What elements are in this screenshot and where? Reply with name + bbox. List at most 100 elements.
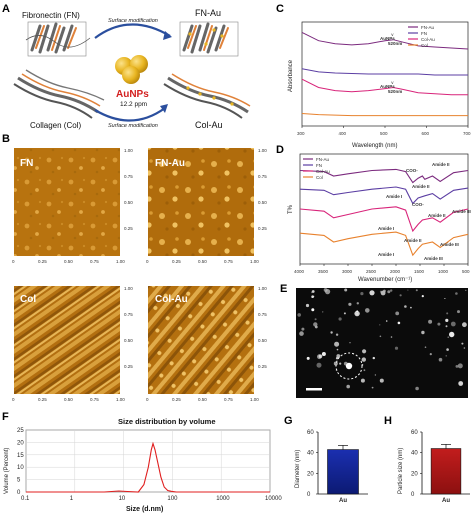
afm-tick-labels: 0 0.25 0.50 0.75 1.00 1.00 0.75 0.50 0.25 0 0.25 0.… <box>12 148 267 402</box>
tem-particle <box>371 386 374 389</box>
ftir-annotation: Amide II <box>404 238 422 243</box>
afm-xtick: 1.00 <box>250 397 259 402</box>
tem-particle <box>305 303 310 308</box>
uv-vis-chart: Absorbance Wavelength (nm) 300 400 500 600 7… <box>288 21 471 149</box>
tem-particle <box>447 336 449 338</box>
afm-label-fn: FN <box>20 158 33 169</box>
uv-vis-series-line <box>301 113 468 117</box>
dls-title: Size distribution by volume <box>118 417 216 426</box>
diameter-ytick-label: 0 <box>307 492 311 498</box>
tem-particle <box>450 321 456 327</box>
tem-particle <box>404 305 407 308</box>
arrowhead-top <box>163 31 172 40</box>
tem-particle-highlighted <box>345 362 353 370</box>
tem-particle <box>446 348 449 351</box>
tem-particle <box>354 310 360 317</box>
panel-label-f: F <box>2 411 9 423</box>
tem-particle <box>311 295 314 299</box>
afm-ytick: 1.00 <box>124 148 133 153</box>
afm-xtick: 0.25 <box>172 397 181 402</box>
dls-ytick-label: 0 <box>17 490 21 496</box>
tem-particle <box>390 289 393 292</box>
particle-size-ylabel: Particle size (nm) <box>398 448 404 494</box>
tem-particle <box>369 290 375 296</box>
tem-particle <box>462 322 467 328</box>
uv-vis-peak-marker: v <box>391 32 394 37</box>
ftir-annotation: Amide III <box>424 256 443 261</box>
ftir-annotation: Amide II <box>432 162 450 167</box>
afm-ytick: 0.50 <box>124 338 133 343</box>
dls-ytick-label: 20 <box>17 440 24 446</box>
particle-size-category-label: Au <box>442 498 450 504</box>
afm-xtick: 0 <box>146 397 149 402</box>
afm-xtick: 0.50 <box>198 397 207 402</box>
tem-particle <box>314 318 317 321</box>
tem-particle <box>321 352 326 356</box>
tem-particle <box>343 312 346 315</box>
ftir-annotation: Amide III <box>440 242 459 247</box>
afm-xtick: 0.50 <box>198 259 207 264</box>
uv-vis-annotation: AuNPs <box>380 84 395 89</box>
uv-vis-series-line <box>301 68 468 76</box>
dls-chart: Size distribution by volume Volume (Perc… <box>4 417 282 513</box>
afm-ytick: 1.00 <box>258 148 267 153</box>
afm-xtick: 1.00 <box>116 397 125 402</box>
tem-particle <box>356 302 359 305</box>
uv-vis-legend-item: Col <box>421 43 428 48</box>
aunps-icon <box>115 55 148 84</box>
tem-particle <box>316 362 322 368</box>
surface-mod-top-label: Surface modification <box>108 18 158 24</box>
ftir-xtick-label: 2500 <box>366 269 377 274</box>
particle-size-ytick-label: 60 <box>411 430 418 436</box>
afm-ytick: 0.25 <box>124 226 133 231</box>
ftir-legend-item: FN-Au <box>316 157 329 162</box>
diameter-ytick-label: 60 <box>307 430 314 436</box>
diameter-bar-chart: Diameter (nm) 0 20 40 60 Au <box>295 430 368 504</box>
dls-ylabel: Volume (Percent) <box>4 448 10 494</box>
col-au-illustration <box>163 73 251 119</box>
afm-image-col <box>14 286 120 394</box>
ftir-xlabel: Wavenumber (cm⁻¹) <box>358 277 412 283</box>
afm-ytick: 0.25 <box>258 364 267 369</box>
tem-particle <box>323 288 328 292</box>
afm-image-fn-au <box>148 148 254 256</box>
ftir-series-line <box>299 231 469 257</box>
ftir-series-line <box>299 168 469 184</box>
ftir-annotation: Amide I <box>378 252 394 257</box>
tem-particle <box>458 381 464 386</box>
tem-particle <box>463 347 466 349</box>
tem-particle <box>306 356 310 360</box>
tem-particle <box>437 322 441 326</box>
dls-xtick-label: 1000 <box>216 496 230 502</box>
afm-xtick: 0.75 <box>224 397 233 402</box>
tem-particle <box>424 346 427 349</box>
tem-particle <box>339 362 342 365</box>
dls-ytick-label: 10 <box>17 465 24 471</box>
uv-vis-xtick-label: 600 <box>422 131 430 136</box>
tem-particle <box>407 289 409 291</box>
afm-xtick: 0.75 <box>90 259 99 264</box>
tem-particle <box>365 308 370 313</box>
scale-bar <box>306 388 322 391</box>
tem-particle <box>297 313 302 317</box>
afm-xtick: 0.75 <box>224 259 233 264</box>
panel-label-b: B <box>2 133 10 145</box>
tem-particle <box>385 320 388 322</box>
afm-ytick: 0.75 <box>124 174 133 179</box>
uv-vis-series-line <box>301 78 468 96</box>
tem-particle <box>360 292 364 296</box>
arrow-bottom <box>94 107 166 122</box>
tem-particle <box>346 384 351 389</box>
ftir-annotation: Amide I <box>386 194 402 199</box>
tem-particle <box>421 330 425 335</box>
tem-highlight-circle <box>335 352 363 380</box>
uv-vis-xtick-label: 400 <box>339 131 347 136</box>
ftir-series-line <box>299 206 469 233</box>
tem-particle <box>336 354 341 358</box>
tem-particle <box>379 378 384 383</box>
tem-image <box>296 288 468 398</box>
dls-xtick-label: 10 <box>119 496 126 502</box>
particle-size-ytick-label: 0 <box>411 492 415 498</box>
tem-particle <box>429 353 432 356</box>
tem-particle <box>438 357 443 362</box>
